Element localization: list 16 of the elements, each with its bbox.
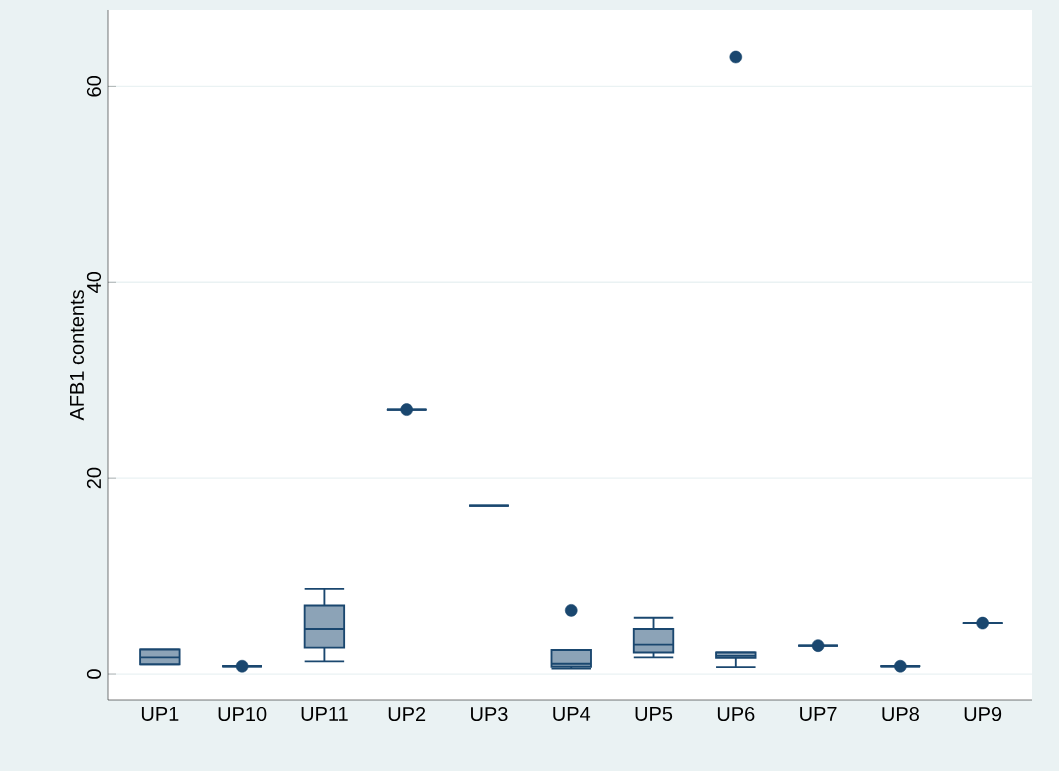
x-tick-label: UP6 <box>717 706 755 722</box>
x-tick-label: UP11 <box>301 706 348 721</box>
x-tick-label: UP9 <box>964 706 1002 722</box>
x-tick-label: UP5 <box>635 706 673 721</box>
x-tick-label: UP3 <box>471 706 508 722</box>
y-tick-label: 40 <box>86 271 102 293</box>
x-tick-label: UP2 <box>388 706 426 722</box>
x-tick-label: UP4 <box>553 706 591 721</box>
y-axis-title: AFB1 contents <box>70 290 84 421</box>
x-tick-label: UP8 <box>882 706 919 722</box>
y-tick-label: 20 <box>86 467 102 489</box>
x-tick-label: UP10 <box>218 706 267 722</box>
y-tick-label: 0 <box>86 669 102 679</box>
x-tick-label: UP7 <box>800 706 837 721</box>
y-tick-label: 60 <box>86 76 102 97</box>
x-tick-label: UP1 <box>141 706 179 721</box>
